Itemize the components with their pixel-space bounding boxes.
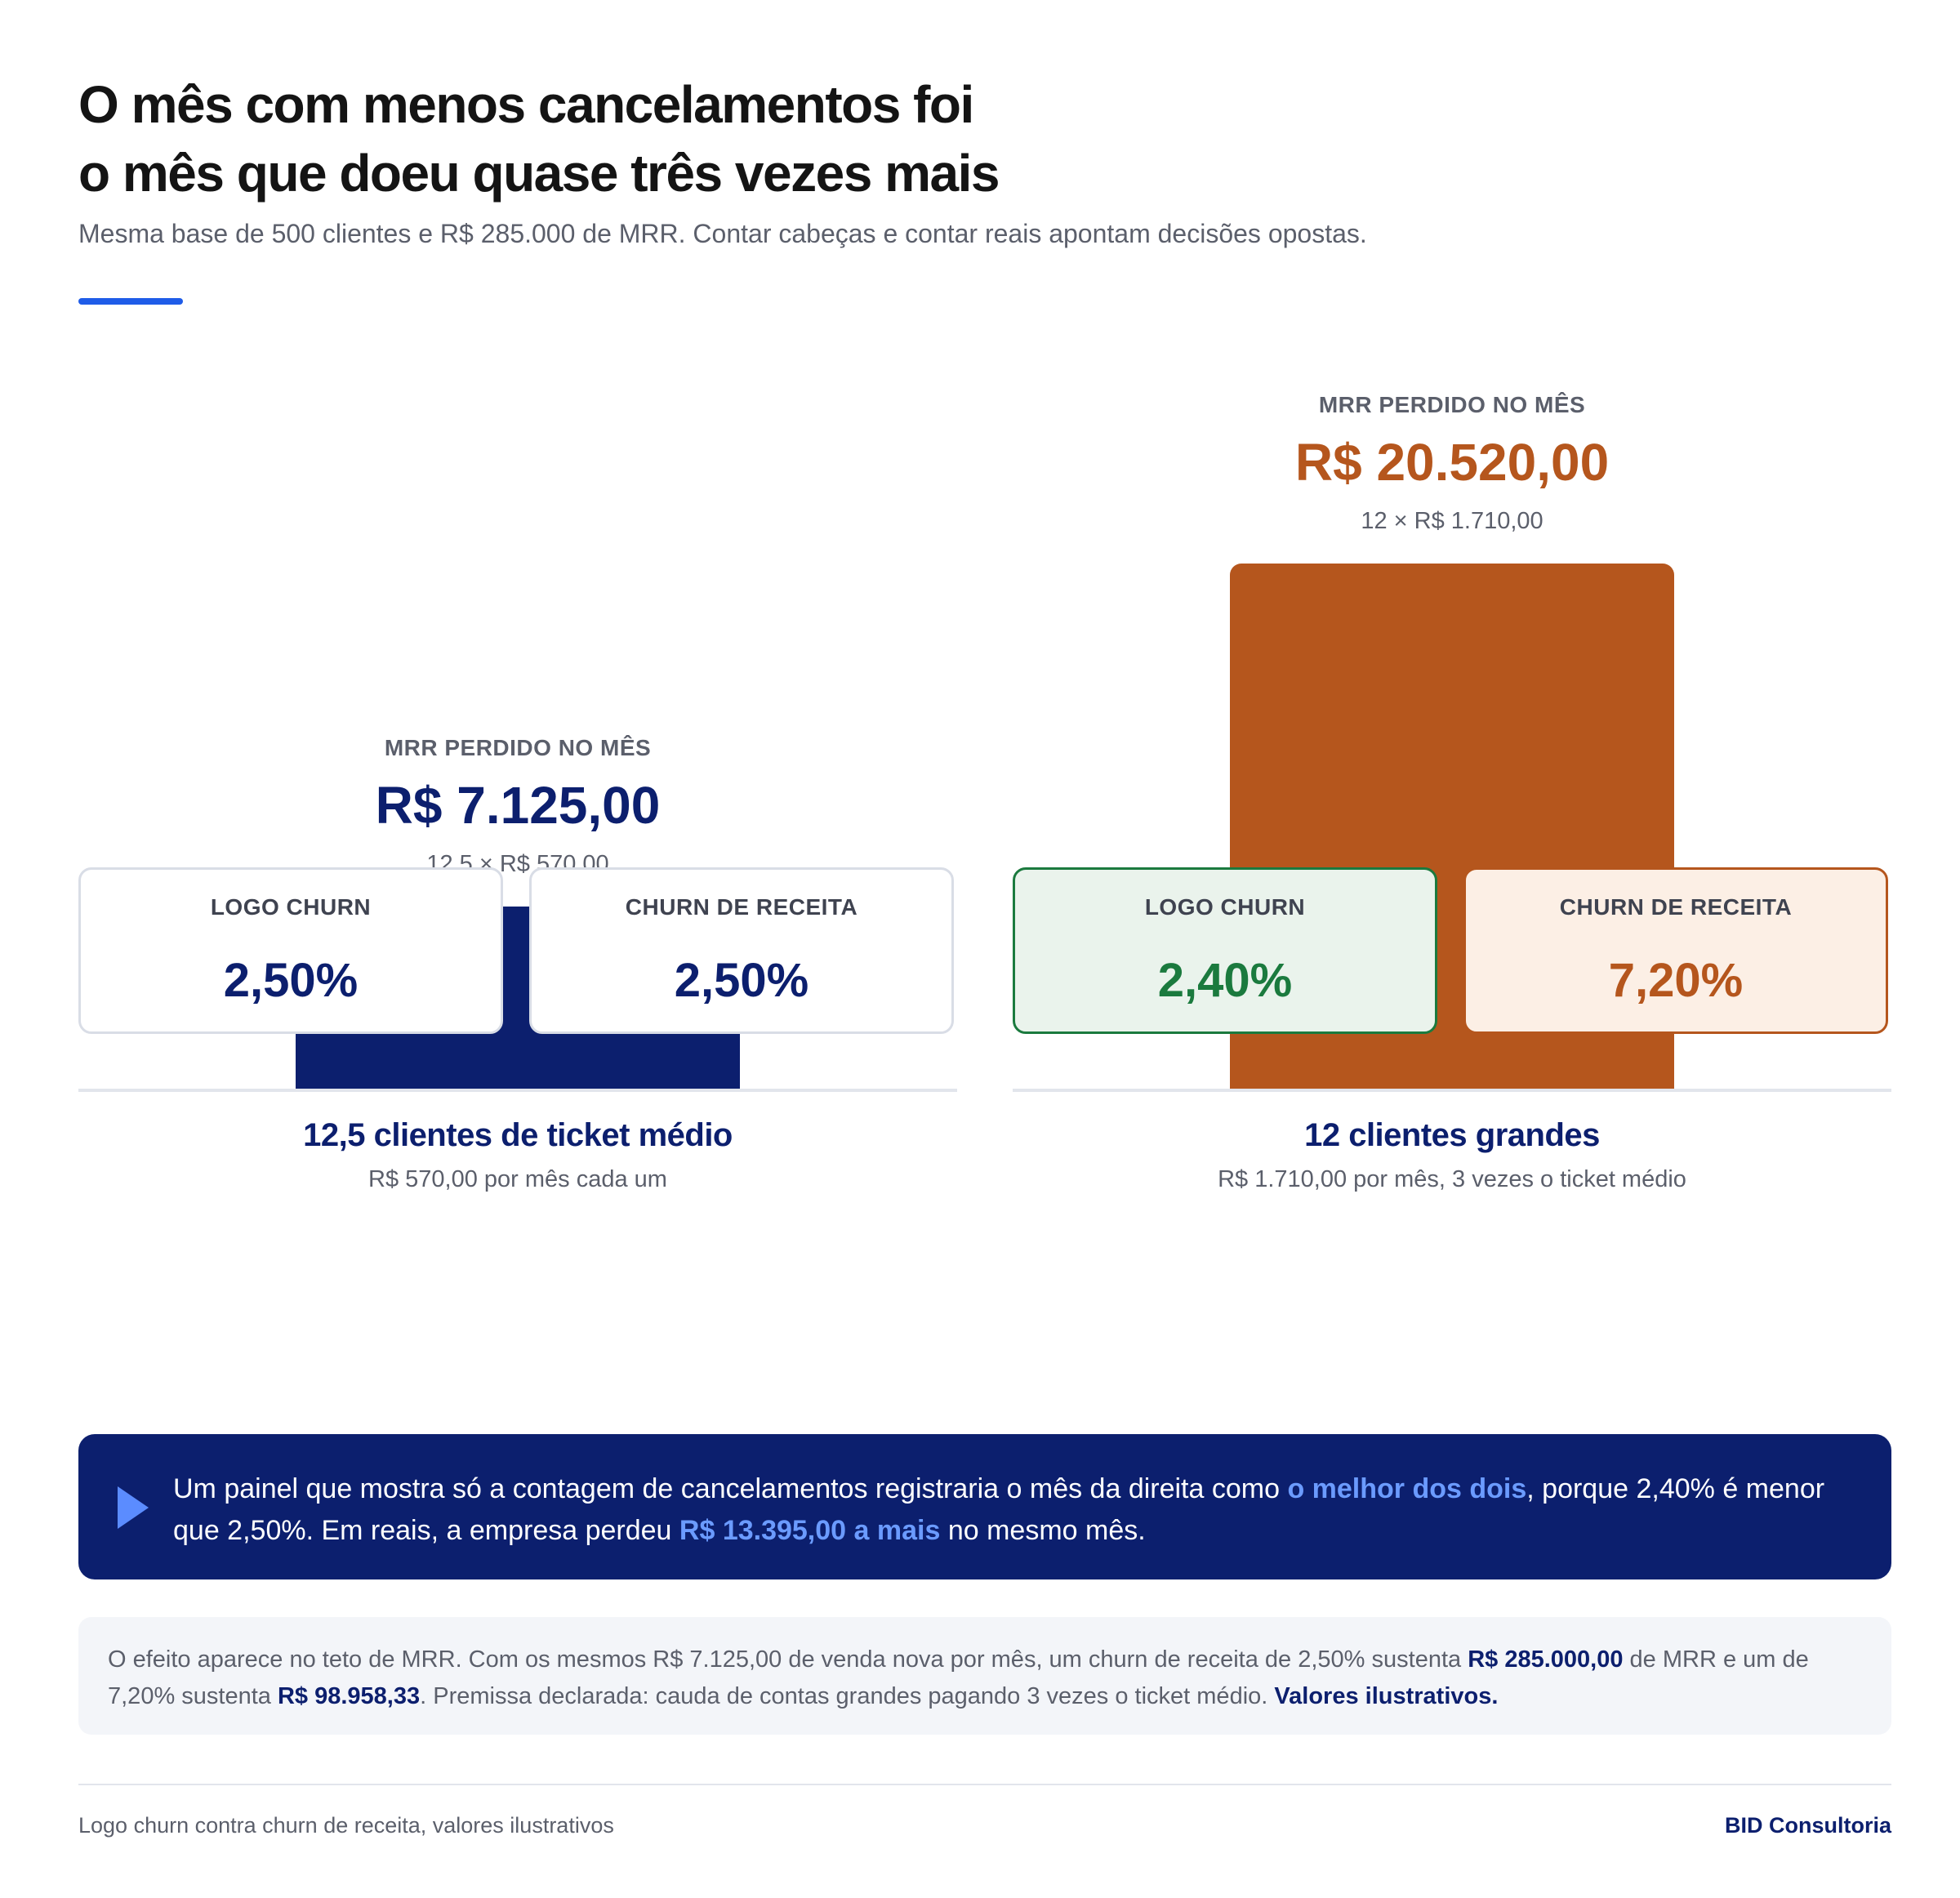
play-arrow-icon	[118, 1486, 149, 1529]
card-logo-churn-right: LOGO CHURN 2,40%	[1013, 867, 1437, 1034]
category-sub-left: R$ 570,00 por mês cada um	[368, 1166, 667, 1192]
baseline-left	[78, 1089, 957, 1092]
note-bold-1: R$ 285.000,00	[1468, 1646, 1624, 1673]
card-label: LOGO CHURN	[1144, 894, 1306, 920]
card-value: 2,50%	[674, 954, 809, 1007]
callout-highlight-1: o melhor dos dois	[1287, 1473, 1527, 1504]
page-title: O mês com menos cancelamentos foi o mês …	[78, 70, 1793, 207]
note-text-3: . Premissa declarada: cauda de contas gr…	[420, 1683, 1275, 1709]
card-revenue-churn-right: CHURN DE RECEITA 7,20%	[1463, 867, 1888, 1034]
bar-value-label-right: R$ 20.520,00	[1294, 433, 1610, 492]
category-label-right: 12 clientes grandes	[1304, 1117, 1600, 1153]
note-bold-2: R$ 98.958,33	[277, 1683, 421, 1709]
callout-text-1: Um painel que mostra só a contagem de ca…	[173, 1473, 1288, 1504]
insight-callout: Um painel que mostra só a contagem de ca…	[78, 1434, 1891, 1579]
bar-kicker-right: MRR PERDIDO NO MÊS	[1318, 392, 1586, 417]
bar-head-right: MRR PERDIDO NO MÊS R$ 20.520,00 12 × R$ …	[1013, 390, 1891, 536]
footer-caption: Logo churn contra churn de receita, valo…	[78, 1813, 614, 1838]
footnote-box: O efeito aparece no teto de MRR. Com os …	[78, 1617, 1891, 1735]
bar-kicker-left: MRR PERDIDO NO MÊS	[384, 735, 652, 760]
bar-value-label-left: R$ 7.125,00	[375, 776, 661, 835]
note-bold-3: Valores ilustrativos.	[1274, 1683, 1499, 1709]
card-logo-churn-left: LOGO CHURN 2,50%	[78, 867, 503, 1034]
footer-divider	[78, 1784, 1891, 1785]
title-line-1: O mês com menos cancelamentos foi	[78, 75, 974, 134]
card-value: 2,50%	[223, 954, 359, 1007]
bar-head-left: MRR PERDIDO NO MÊS R$ 7.125,00 12,5 × R$…	[78, 733, 957, 879]
bar-calc-right: 12 × R$ 1.710,00	[1361, 508, 1544, 534]
callout-text-3: no mesmo mês.	[940, 1515, 1146, 1546]
card-revenue-churn-left: CHURN DE RECEITA 2,50%	[529, 867, 954, 1034]
title-line-2: o mês que doeu quase três vezes mais	[78, 144, 1000, 203]
card-label: CHURN DE RECEITA	[625, 894, 858, 920]
note-text-2: de MRR e um de 7,20% sustenta	[108, 1646, 1809, 1709]
card-label: CHURN DE RECEITA	[1559, 894, 1793, 920]
baseline-right	[1013, 1089, 1891, 1092]
callout-highlight-2: R$ 13.395,00 a mais	[679, 1515, 941, 1546]
card-label: LOGO CHURN	[210, 894, 372, 920]
card-value: 7,20%	[1608, 954, 1744, 1007]
page-subtitle: Mesma base de 500 clientes e R$ 285.000 …	[78, 219, 1367, 248]
category-label-left: 12,5 clientes de ticket médio	[303, 1117, 733, 1153]
category-sub-right: R$ 1.710,00 por mês, 3 vezes o ticket mé…	[1218, 1166, 1686, 1192]
callout-text-2: , porque 2,40% é menor que 2,50%. Em rea…	[173, 1473, 1825, 1546]
accent-rule	[78, 298, 183, 305]
card-value: 2,40%	[1157, 954, 1293, 1007]
note-text-1: O efeito aparece no teto de MRR. Com os …	[108, 1646, 1468, 1673]
footer-brand: BID Consultoria	[1724, 1813, 1891, 1838]
